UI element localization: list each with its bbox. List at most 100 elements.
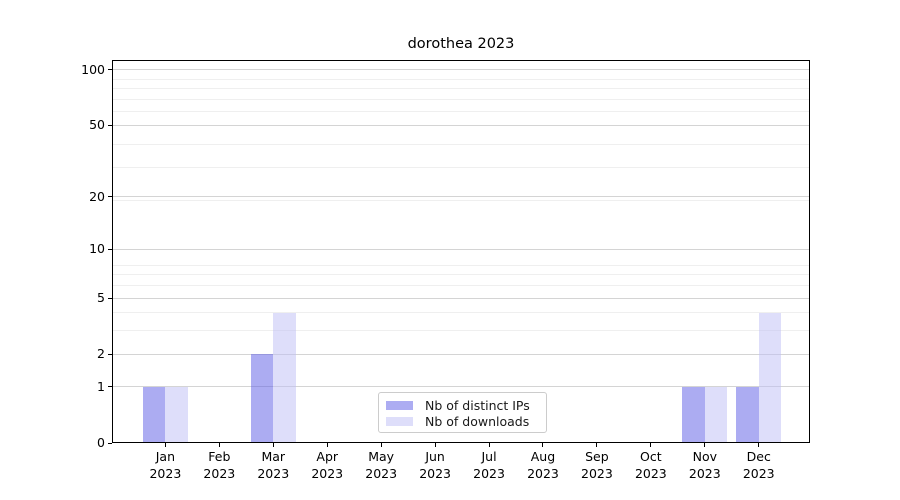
x-tick-year: 2023 — [634, 465, 667, 481]
x-tick-label: Dec 2023 — [731, 449, 787, 482]
x-tick-month: Dec — [746, 449, 771, 464]
bar-downloads — [165, 386, 188, 443]
gridline-minor — [113, 111, 809, 113]
x-tick-month: May — [368, 449, 395, 464]
bar-distinct-ips — [250, 354, 274, 443]
x-tick-year: 2023 — [149, 465, 182, 481]
x-tick-year: 2023 — [419, 465, 451, 481]
x-tick-label: Jan 2023 — [137, 449, 193, 482]
x-tick-year: 2023 — [365, 465, 398, 481]
gridline-major — [113, 124, 809, 126]
legend-label-distinct-ips: Nb of distinct IPs — [425, 397, 530, 413]
x-tick-mark — [758, 443, 760, 447]
x-tick-mark — [380, 443, 382, 447]
x-tick-year: 2023 — [473, 465, 505, 481]
x-tick-month: Feb — [208, 449, 231, 464]
gridline-minor — [113, 264, 809, 266]
gridline-minor — [113, 167, 809, 169]
x-tick-label: Mar 2023 — [245, 449, 301, 482]
x-tick-label: Apr 2023 — [299, 449, 355, 482]
gridline-major — [113, 69, 809, 71]
x-tick-month: Aug — [530, 449, 556, 464]
x-tick-label: Aug 2023 — [515, 449, 571, 482]
x-tick-label: Jul 2023 — [461, 449, 517, 482]
y-tick-mark — [108, 248, 112, 250]
gridline-major — [113, 196, 809, 198]
y-tick-mark — [108, 442, 112, 444]
y-tick-mark — [108, 297, 112, 299]
legend-swatch-downloads — [386, 417, 413, 427]
y-tick-label: 2 — [97, 346, 105, 362]
gridline-minor — [113, 285, 809, 287]
y-tick-mark — [108, 353, 112, 355]
x-tick-month: Jan — [155, 449, 176, 464]
gridline-minor — [113, 274, 809, 276]
x-tick-mark — [218, 443, 220, 447]
y-tick-mark — [108, 69, 112, 71]
x-tick-month: Sep — [585, 449, 609, 464]
bar-distinct-ips — [736, 386, 759, 443]
x-tick-month: Nov — [692, 449, 717, 464]
x-tick-month: Apr — [316, 449, 339, 464]
gridline-minor — [113, 200, 809, 202]
y-tick-label: 50 — [89, 117, 105, 133]
gridline-major — [113, 353, 809, 355]
y-tick-mark — [108, 124, 112, 126]
legend: Nb of distinct IPs Nb of downloads — [378, 392, 547, 433]
x-tick-month: Mar — [261, 449, 286, 464]
x-tick-label: Nov 2023 — [677, 449, 733, 482]
y-tick-label: 0 — [97, 435, 105, 450]
bar-downloads — [704, 386, 728, 443]
x-tick-mark — [326, 443, 328, 447]
x-tick-month: Oct — [640, 449, 662, 464]
y-tick-label: 5 — [97, 290, 105, 306]
bar-downloads — [273, 312, 296, 443]
x-tick-year: 2023 — [742, 465, 775, 481]
legend-entry-downloads: Nb of downloads — [386, 414, 546, 431]
x-tick-mark — [488, 443, 490, 447]
x-tick-mark — [650, 443, 652, 447]
x-tick-label: Jun 2023 — [407, 449, 463, 482]
y-tick-mark — [108, 386, 112, 388]
gridline-major — [113, 386, 809, 388]
gridline-minor — [113, 144, 809, 146]
gridline-minor — [113, 78, 809, 80]
x-tick-year: 2023 — [257, 465, 290, 481]
bar-downloads — [758, 312, 782, 443]
x-tick-year: 2023 — [688, 465, 721, 481]
gridline-minor — [113, 98, 809, 100]
gridline-minor — [113, 330, 809, 332]
gridline-minor — [113, 88, 809, 90]
bar-distinct-ips — [142, 386, 166, 443]
gridline-major — [113, 248, 809, 250]
y-tick-label: 100 — [81, 61, 105, 77]
x-tick-month: Jun — [425, 449, 445, 464]
y-tick-mark — [108, 196, 112, 198]
x-tick-mark — [434, 443, 436, 447]
x-tick-mark — [704, 443, 706, 447]
x-tick-mark — [542, 443, 544, 447]
x-tick-label: May 2023 — [353, 449, 409, 482]
x-tick-year: 2023 — [203, 465, 236, 481]
x-tick-month: Jul — [481, 449, 497, 464]
x-tick-year: 2023 — [581, 465, 613, 481]
bar-distinct-ips — [682, 386, 705, 443]
plot-area-border — [112, 60, 810, 443]
x-tick-label: Sep 2023 — [569, 449, 625, 482]
y-tick-label: 10 — [89, 241, 105, 257]
x-tick-year: 2023 — [527, 465, 559, 481]
legend-swatch-distinct-ips — [386, 400, 413, 410]
x-tick-label: Feb 2023 — [191, 449, 247, 482]
y-tick-label: 20 — [89, 188, 105, 204]
x-tick-mark — [272, 443, 274, 447]
legend-label-downloads: Nb of downloads — [425, 414, 530, 430]
x-tick-mark — [596, 443, 598, 447]
gridline-minor — [113, 312, 809, 314]
y-tick-label: 1 — [97, 378, 105, 394]
gridline-major — [113, 297, 809, 299]
legend-entry-distinct-ips: Nb of distinct IPs — [386, 397, 546, 414]
chart-title: dorothea 2023 — [407, 36, 515, 52]
x-tick-label: Oct 2023 — [623, 449, 679, 482]
x-tick-year: 2023 — [311, 465, 344, 481]
